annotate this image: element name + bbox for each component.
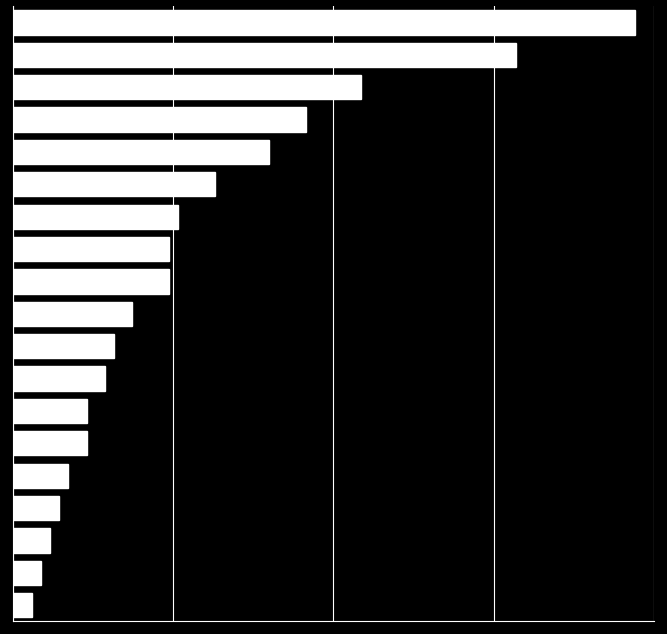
Bar bbox=[13, 431, 87, 455]
Bar bbox=[13, 75, 361, 100]
Bar bbox=[13, 399, 87, 423]
Bar bbox=[13, 593, 31, 618]
Bar bbox=[13, 366, 105, 391]
Bar bbox=[13, 140, 269, 164]
Bar bbox=[13, 334, 114, 358]
Bar bbox=[13, 269, 169, 294]
Bar bbox=[13, 560, 41, 585]
Bar bbox=[13, 463, 68, 488]
Bar bbox=[13, 42, 516, 67]
Bar bbox=[13, 496, 59, 520]
Bar bbox=[13, 237, 169, 261]
Bar bbox=[13, 10, 636, 35]
Bar bbox=[13, 528, 50, 553]
Bar bbox=[13, 108, 306, 132]
Bar bbox=[13, 172, 215, 197]
Bar bbox=[13, 302, 132, 326]
Bar bbox=[13, 205, 178, 229]
